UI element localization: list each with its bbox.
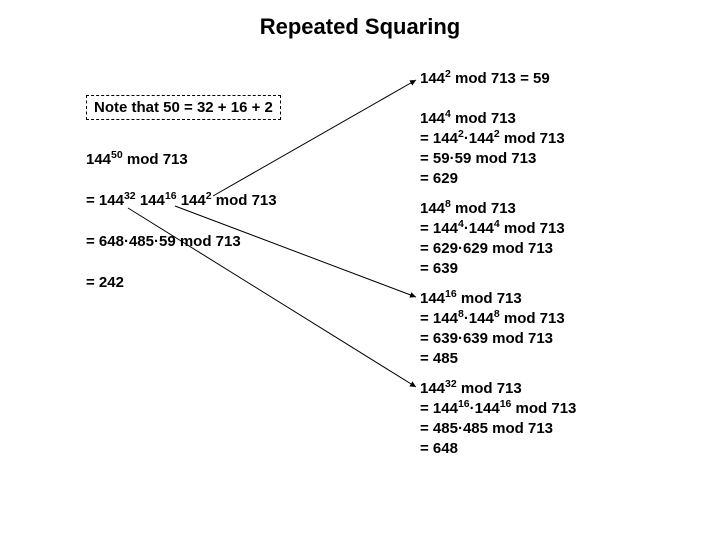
exponent: 50: [111, 149, 123, 161]
right-step-3-l3: = 639·639 mod 713: [420, 330, 553, 347]
exponent: 16: [165, 190, 177, 202]
exponent: 16: [458, 398, 470, 410]
text: 144: [86, 151, 111, 168]
text: mod 713: [451, 200, 516, 217]
text: 144: [136, 192, 165, 209]
arrows-overlay: [0, 0, 720, 540]
note-box: Note that 50 = 32 + 16 + 2: [86, 95, 281, 120]
right-step-3-head: 14416 mod 713: [420, 290, 522, 307]
left-line-1: 14450 mod 713: [86, 151, 188, 168]
left-line-2: = 14432 14416 1442 mod 713: [86, 192, 277, 209]
text: mod 713: [451, 110, 516, 127]
right-step-4-l2: = 14416·14416 mod 713: [420, 400, 576, 417]
text: mod 713: [500, 130, 565, 147]
text: mod 713: [457, 380, 522, 397]
right-step-1-l2: = 1442·1442 mod 713: [420, 130, 565, 147]
text: 144: [420, 290, 445, 307]
right-step-4-head: 14432 mod 713: [420, 380, 522, 397]
text: = 144: [420, 130, 458, 147]
text: 144: [420, 70, 445, 87]
exponent: 16: [500, 398, 512, 410]
text: mod 713: [500, 220, 565, 237]
text: = 144: [420, 220, 458, 237]
text: = 144: [86, 192, 124, 209]
arrow-to-step3: [175, 206, 416, 297]
right-step-0: 1442 mod 713 = 59: [420, 70, 550, 87]
text: ·144: [464, 310, 494, 327]
text: 144: [420, 110, 445, 127]
text: = 144: [420, 310, 458, 327]
right-step-1-head: 1444 mod 713: [420, 110, 516, 127]
text: mod 713: [511, 400, 576, 417]
text: ·144: [470, 400, 500, 417]
left-line-3: = 648·485·59 mod 713: [86, 233, 241, 250]
text: = 144: [420, 400, 458, 417]
note-text: Note that 50 = 32 + 16 + 2: [94, 99, 273, 116]
exponent: 16: [445, 288, 457, 300]
exponent: 32: [445, 378, 457, 390]
right-step-2-l3: = 629·629 mod 713: [420, 240, 553, 257]
right-step-1-l4: = 629: [420, 170, 458, 187]
text: 144: [420, 380, 445, 397]
text: mod 713: [212, 192, 277, 209]
right-step-2-l2: = 1444·1444 mod 713: [420, 220, 565, 237]
text: mod 713: [123, 151, 188, 168]
right-step-3-l4: = 485: [420, 350, 458, 367]
text: mod 713: [500, 310, 565, 327]
text: 144: [177, 192, 206, 209]
right-step-4-l3: = 485·485 mod 713: [420, 420, 553, 437]
left-line-4: = 242: [86, 274, 124, 291]
right-step-2-l4: = 639: [420, 260, 458, 277]
right-step-3-l2: = 1448·1448 mod 713: [420, 310, 565, 327]
right-step-4-l4: = 648: [420, 440, 458, 457]
text: 144: [420, 200, 445, 217]
text: mod 713: [457, 290, 522, 307]
right-step-2-head: 1448 mod 713: [420, 200, 516, 217]
text: ·144: [464, 220, 494, 237]
right-step-1-l3: = 59·59 mod 713: [420, 150, 536, 167]
slide-title: Repeated Squaring: [0, 14, 720, 40]
text: ·144: [464, 130, 494, 147]
exponent: 32: [124, 190, 136, 202]
text: mod 713 = 59: [451, 70, 550, 87]
